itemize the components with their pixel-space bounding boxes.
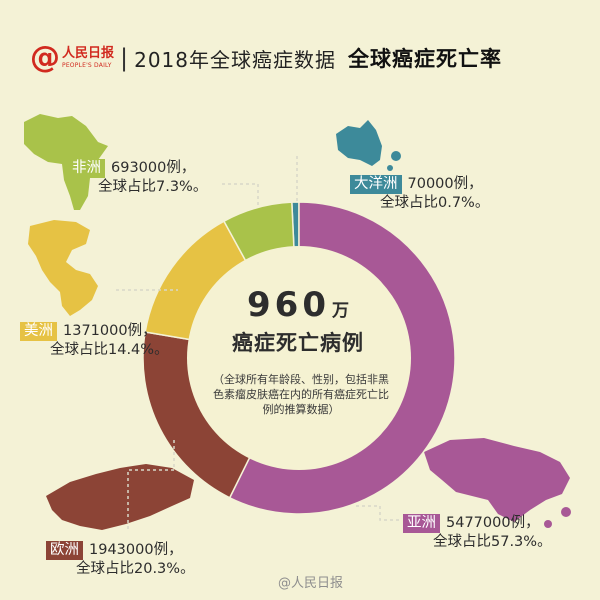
- map-decorations: [24, 114, 571, 530]
- oceania-island-icon: [387, 165, 393, 171]
- percent-europe: 全球占比20.3%。: [76, 561, 195, 577]
- percent-asia: 全球占比57.3%。: [433, 534, 552, 550]
- logo-text: 人民日报: [62, 46, 115, 62]
- callout-leader-lines: [116, 156, 402, 530]
- region-tag-asia: 亚洲: [403, 514, 440, 533]
- cases-oceania: 70000例，: [407, 176, 483, 192]
- page-subtitle: 全球癌症死亡率: [348, 47, 503, 71]
- oceania-island-icon: [391, 151, 401, 161]
- cases-americas: 1371000例，: [63, 323, 157, 339]
- header: @ 人民日报 PEOPLE'S DAILY | 2018年全球癌症数据 全球癌症…: [30, 36, 502, 80]
- cases-africa: 693000例，: [111, 160, 196, 176]
- percent-americas: 全球占比14.4%。: [50, 342, 169, 358]
- total-unit: 万: [331, 301, 349, 321]
- asia-island-icon: [561, 507, 571, 517]
- center-total: 960 万 癌症死亡病例: [198, 285, 398, 357]
- center-footnote: （全球所有年龄段、性别，包括非黑色素瘤皮肤癌在内的所有癌症死亡比例的推算数据）: [213, 373, 389, 416]
- callout-europe: 欧洲 1943000例， 全球占比20.3%。: [46, 541, 195, 579]
- asia-island-icon: [544, 520, 552, 528]
- europe-map-icon: [46, 464, 194, 530]
- cases-europe: 1943000例，: [89, 542, 183, 558]
- region-tag-oceania: 大洋洲: [350, 175, 402, 194]
- leader-africa: [222, 183, 259, 206]
- at-icon: @: [30, 40, 60, 75]
- donut-hole: [187, 246, 411, 470]
- callout-americas: 美洲 1371000例， 全球占比14.4%。: [20, 322, 169, 360]
- logo-en-text: PEOPLE'S DAILY: [62, 61, 112, 69]
- header-divider: |: [120, 44, 129, 72]
- total-deaths-label: 癌症死亡病例: [232, 331, 364, 355]
- weibo-watermark: @人民日报: [278, 576, 344, 591]
- leader-europe: [127, 440, 175, 530]
- callout-africa: 非洲 693000例， 全球占比7.3%。: [68, 159, 207, 197]
- callout-asia: 亚洲 5477000例， 全球占比57.3%。: [403, 514, 552, 552]
- page-title: 2018年全球癌症数据: [134, 47, 337, 72]
- total-number: 960: [247, 285, 330, 325]
- region-tag-americas: 美洲: [20, 322, 57, 341]
- callout-oceania: 大洋洲 70000例， 全球占比0.7%。: [350, 175, 489, 213]
- oceania-map-icon: [336, 120, 382, 166]
- americas-map-icon: [28, 220, 98, 316]
- cases-asia: 5477000例，: [446, 515, 540, 531]
- region-tag-africa: 非洲: [68, 159, 105, 178]
- leader-asia: [356, 505, 402, 521]
- africa-map-icon: [24, 114, 108, 210]
- total-deaths-value: 960 万: [198, 285, 398, 325]
- asia-map-icon: [424, 438, 570, 522]
- percent-africa: 全球占比7.3%。: [98, 179, 208, 195]
- region-tag-europe: 欧洲: [46, 541, 83, 560]
- peoples-daily-logo: @ 人民日报 PEOPLE'S DAILY: [30, 43, 114, 73]
- percent-oceania: 全球占比0.7%。: [380, 195, 490, 211]
